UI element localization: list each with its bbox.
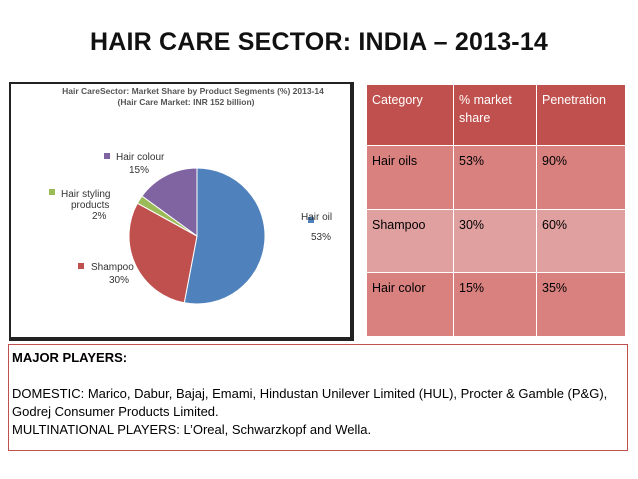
- legend-marker-hair-oil: [308, 217, 314, 223]
- cell-penetration: 60%: [536, 208, 626, 274]
- cell-share: 53%: [453, 145, 537, 210]
- major-players-box: MAJOR PLAYERS: DOMESTIC: Marico, Dabur, …: [8, 344, 628, 451]
- slice-label-shampoo: Shampoo: [91, 262, 134, 273]
- pie-slice-shampoo: [128, 202, 198, 304]
- legend-marker-hair-colour: [104, 153, 110, 159]
- slice-value-hair-oil: 53%: [311, 232, 331, 243]
- pie-slice-hair-colour: [141, 167, 198, 237]
- slice-value-hair-styling: 2%: [92, 211, 107, 222]
- header-penetration: Penetration: [536, 84, 626, 146]
- slide-title: HAIR CARE SECTOR: INDIA – 2013-14: [89, 28, 549, 56]
- players-domestic: DOMESTIC: Marico, Dabur, Bajaj, Emami, H…: [12, 386, 608, 419]
- cell-penetration: 90%: [536, 145, 626, 210]
- pie-chart: Hair oil 53% Shampoo 30% Hair stylingproduct…: [49, 152, 332, 305]
- slice-value-hair-colour: 15%: [129, 165, 149, 176]
- table-header-row: Category % market share Penetration: [366, 84, 626, 146]
- cell-category: Hair oils: [366, 145, 454, 210]
- cell-penetration: 35%: [536, 272, 626, 337]
- players-heading: MAJOR PLAYERS:: [12, 350, 128, 365]
- pie-slice-hair-oil: [183, 167, 266, 305]
- table-row: Shampoo 30% 60%: [366, 208, 626, 274]
- table-row: Hair oils 53% 90%: [366, 145, 626, 210]
- slice-label-hair-colour: Hair colour: [116, 152, 165, 163]
- slice-label-hair-styling: Hair styling: [61, 189, 110, 200]
- chart-title: Hair CareSector: Market Share by Product…: [62, 86, 324, 96]
- cell-share: 30%: [453, 208, 537, 274]
- legend-marker-hair-styling: [49, 189, 55, 195]
- cell-share: 15%: [453, 272, 537, 337]
- slice-value-shampoo: 30%: [109, 275, 129, 286]
- table-row: Hair color 15% 35%: [366, 272, 626, 337]
- market-share-table: Category % market share Penetration Hair…: [366, 84, 626, 337]
- header-category: Category: [366, 84, 454, 146]
- slice-label-hair-styling: products: [71, 200, 109, 211]
- cell-category: Shampoo: [366, 208, 454, 274]
- legend-marker-shampoo: [78, 263, 84, 269]
- header-market-share: % market share: [453, 84, 537, 146]
- cell-category: Hair color: [366, 272, 454, 337]
- slice-label-hair-oil: Hair oil: [301, 212, 332, 223]
- players-multinational: MULTINATIONAL PLAYERS: L’Oreal, Schwarzk…: [12, 422, 372, 437]
- pie-chart-panel: Hair CareSector: Market Share by Product…: [9, 82, 354, 341]
- chart-subtitle: (Hair Care Market: INR 152 billion): [117, 97, 255, 107]
